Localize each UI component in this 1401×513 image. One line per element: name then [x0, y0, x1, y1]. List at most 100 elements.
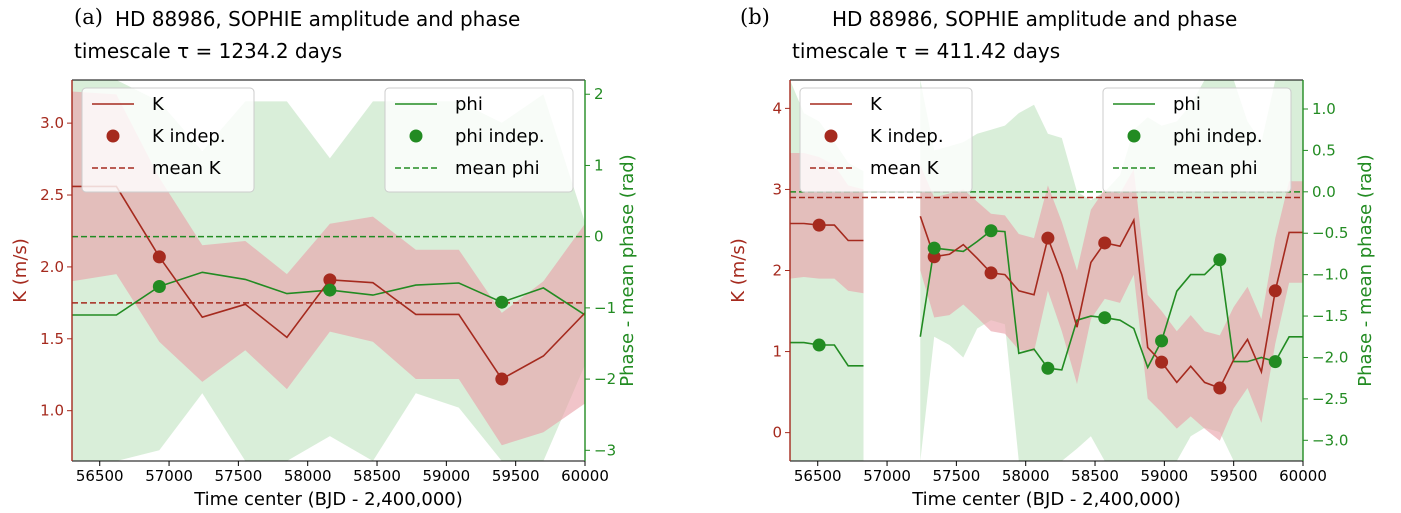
k-indep-point — [1213, 381, 1227, 395]
phi-indep-point — [1041, 361, 1055, 375]
y-right-tick-label: −0.5 — [1312, 224, 1348, 242]
x-axis-label: Time center (BJD - 2,400,000) — [911, 489, 1181, 510]
legend-k-label: mean K — [870, 158, 940, 179]
phi-indep-point — [927, 241, 941, 255]
k-indep-point — [984, 266, 998, 280]
x-tick-label: 57500 — [215, 467, 263, 485]
k-indep-point — [495, 372, 509, 386]
panel-b-title-line2: timescale τ = 411.42 days — [792, 39, 1060, 63]
legend-phi-label: mean phi — [455, 158, 540, 179]
y-right-tick-label: 1.0 — [1312, 100, 1336, 118]
legend-phi-swatch-marker — [1127, 129, 1141, 143]
k-indep-point — [1098, 236, 1112, 250]
x-tick-label: 58500 — [1071, 467, 1119, 485]
legend-k-label: K — [152, 94, 165, 115]
legend-k-label: K indep. — [152, 126, 226, 147]
y-left-tick-label: 1.5 — [40, 330, 64, 348]
y-left-axis-label: K (m/s) — [728, 238, 749, 303]
panel-a-title-line2: timescale τ = 1234.2 days — [74, 39, 342, 63]
legend-k-label: mean K — [152, 158, 222, 179]
phi-indep-point — [1098, 311, 1112, 325]
y-right-tick-label: −1.0 — [1312, 266, 1348, 284]
phi-indep-point — [984, 224, 998, 238]
phi-line-1 — [919, 229, 1303, 371]
legend-k-label: K — [870, 94, 883, 115]
y-left-tick-label: 2.0 — [40, 258, 64, 276]
phi-indep-point — [152, 280, 166, 294]
y-right-tick-label: −3.0 — [1312, 431, 1348, 449]
legend-phi: phi phi indep. mean phi — [384, 87, 574, 193]
x-tick-label: 57000 — [863, 467, 911, 485]
legend-k-swatch-marker — [106, 129, 120, 143]
y-right-tick-label: −2.0 — [1312, 348, 1348, 366]
k-line-0 — [790, 222, 864, 242]
legend-phi-box — [1102, 87, 1292, 193]
legend-phi: phi phi indep. mean phi — [1102, 87, 1292, 193]
legend-k-swatch-marker — [824, 129, 838, 143]
k-indep-point — [812, 218, 826, 232]
y-right-tick-label: −2.5 — [1312, 390, 1348, 408]
y-left-tick-label: 4 — [772, 99, 782, 117]
panel-b-title-line1: HD 88986, SOPHIE amplitude and phase — [832, 7, 1237, 31]
legend-phi-label: phi indep. — [1173, 126, 1263, 147]
legend-k-label: K indep. — [870, 126, 944, 147]
x-tick-label: 57000 — [145, 467, 193, 485]
y-right-tick-label: 2 — [594, 85, 604, 103]
x-tick-label: 59000 — [1140, 467, 1188, 485]
k-indep-point — [1041, 231, 1055, 245]
y-right-tick-label: −3 — [594, 441, 616, 459]
y-right-tick-label: 1 — [594, 156, 604, 174]
y-left-tick-label: 1 — [772, 343, 782, 361]
k-band-0 — [72, 91, 585, 446]
y-left-axis-label: K (m/s) — [10, 238, 31, 303]
k-indep-point — [1268, 284, 1282, 298]
panel-letter-a: (a) — [74, 5, 103, 29]
k-indep-point — [323, 273, 337, 287]
phi-indep-point — [323, 283, 337, 297]
y-right-axis-label: Phase - mean phase (rad) — [617, 154, 638, 386]
y-right-tick-label: 0.0 — [1312, 183, 1336, 201]
x-tick-label: 57500 — [933, 467, 981, 485]
y-right-tick-label: −1.5 — [1312, 307, 1348, 325]
panel-b: (b) HD 88986, SOPHIE amplitude and phase… — [728, 5, 1376, 510]
y-right-tick-label: 0.5 — [1312, 141, 1336, 159]
y-right-tick-label: 0 — [594, 228, 604, 246]
legend-k-box — [799, 87, 973, 193]
y-left-tick-label: 2.5 — [40, 186, 64, 204]
panel-a-title-line1: HD 88986, SOPHIE amplitude and phase — [115, 7, 520, 31]
y-left-tick-label: 3 — [772, 180, 782, 198]
x-tick-label: 56500 — [794, 467, 842, 485]
legend-phi-label: mean phi — [1173, 158, 1258, 179]
y-right-axis-label: Phase - mean phase (rad) — [1355, 154, 1376, 386]
k-band-1 — [920, 165, 1303, 441]
phi-indep-point — [812, 338, 826, 352]
legend-phi-swatch-marker — [409, 129, 423, 143]
panel-a: (a) HD 88986, SOPHIE amplitude and phase… — [10, 5, 638, 510]
phi-indep-point — [1268, 355, 1282, 369]
x-tick-label: 60000 — [561, 467, 609, 485]
legend-k: K K indep. mean K — [81, 87, 255, 193]
y-right-tick-label: −1 — [594, 299, 616, 317]
legend-k-box — [81, 87, 255, 193]
x-tick-label: 56500 — [76, 467, 124, 485]
x-tick-label: 59500 — [492, 467, 540, 485]
x-tick-label: 59000 — [422, 467, 470, 485]
k-indep-point — [152, 250, 166, 264]
y-right-tick-label: −2 — [594, 370, 616, 388]
phi-indep-point — [495, 295, 509, 309]
phi-indep-point — [1213, 253, 1227, 267]
x-tick-label: 59500 — [1210, 467, 1258, 485]
y-left-tick-label: 1.0 — [40, 402, 64, 420]
y-left-tick-label: 3.0 — [40, 114, 64, 132]
panel-letter-b: (b) — [740, 5, 770, 29]
legend-k: K K indep. mean K — [799, 87, 973, 193]
phi-indep-point — [1155, 334, 1169, 348]
y-left-tick-label: 2 — [772, 262, 782, 280]
x-tick-label: 58500 — [353, 467, 401, 485]
y-left-tick-label: 0 — [772, 424, 782, 442]
x-tick-label: 58000 — [284, 467, 332, 485]
legend-phi-label: phi indep. — [455, 126, 545, 147]
legend-phi-label: phi — [1173, 94, 1201, 115]
phi-line-0 — [790, 341, 864, 367]
